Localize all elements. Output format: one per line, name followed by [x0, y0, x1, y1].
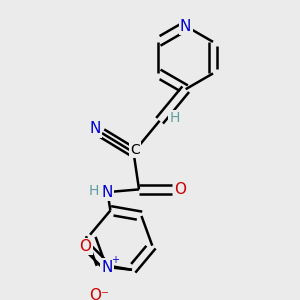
Text: N: N [180, 19, 191, 34]
Text: H: H [169, 111, 180, 125]
Text: C: C [130, 142, 140, 157]
Text: O⁻: O⁻ [89, 288, 109, 300]
Text: O: O [79, 239, 91, 254]
Text: H: H [88, 184, 99, 198]
Text: O: O [174, 182, 186, 197]
Text: N: N [102, 184, 113, 200]
Text: N: N [102, 260, 113, 274]
Text: +: + [111, 255, 119, 265]
Text: N: N [89, 122, 101, 136]
